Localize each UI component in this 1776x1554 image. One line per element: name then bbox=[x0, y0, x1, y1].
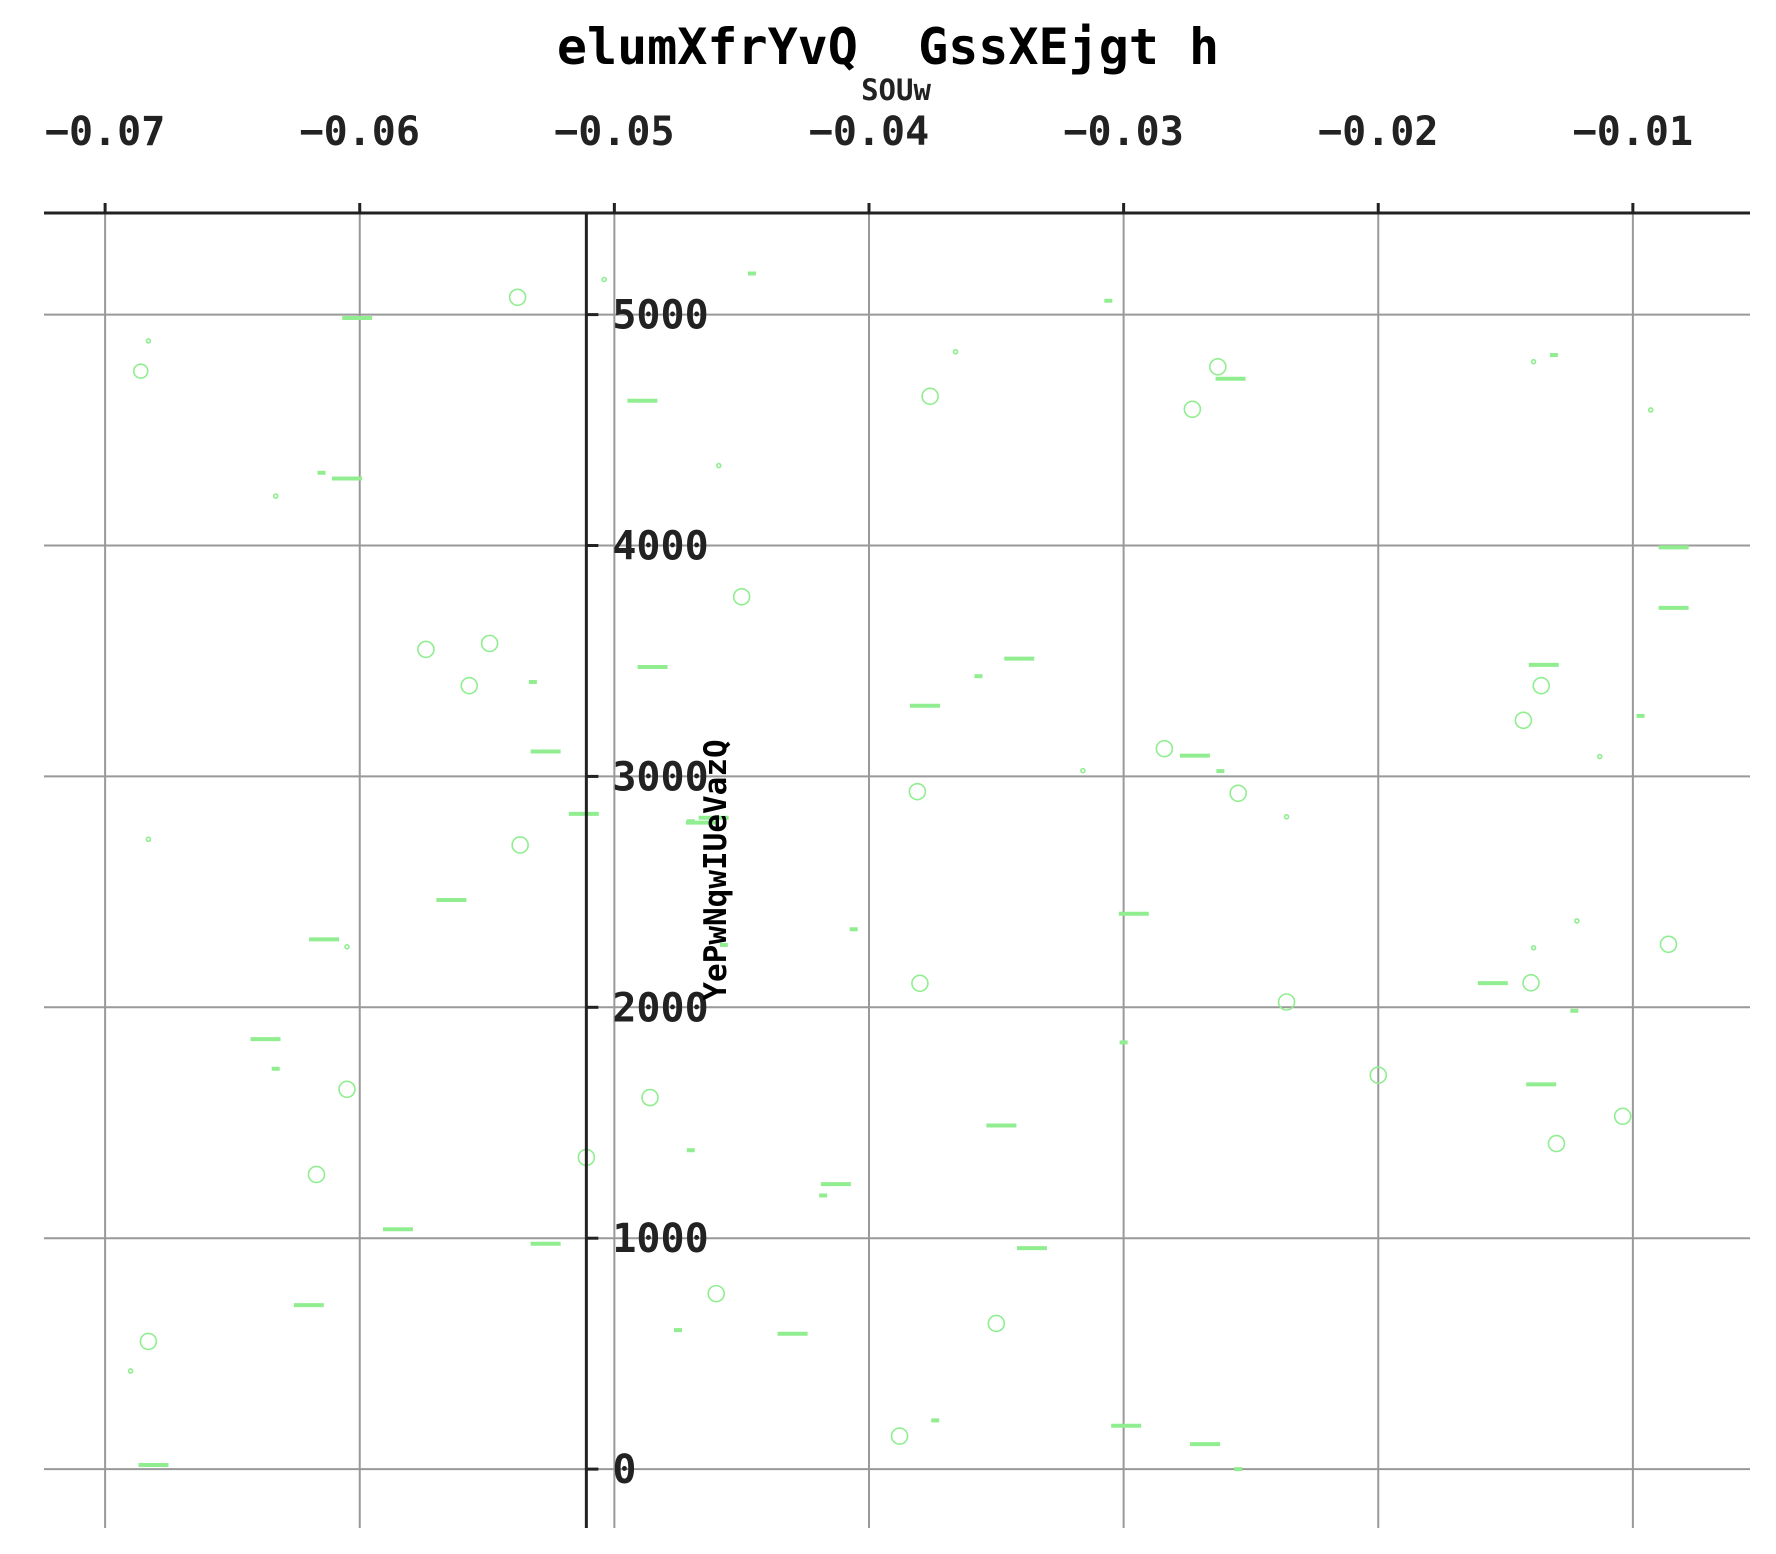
circle-point bbox=[1596, 753, 1603, 760]
circle-point bbox=[921, 387, 939, 406]
circle-point bbox=[707, 1284, 726, 1303]
circle-point bbox=[1283, 814, 1290, 820]
circle-point bbox=[601, 276, 607, 283]
data-points bbox=[127, 271, 1689, 1472]
circle-point bbox=[480, 634, 499, 653]
y-axis-label: YePwNqwIUeVazQ bbox=[698, 739, 734, 1000]
circle-point bbox=[1574, 918, 1580, 924]
circle-point bbox=[1530, 944, 1537, 951]
circle-point bbox=[1514, 711, 1533, 730]
x-axis-label: SOUw bbox=[861, 73, 931, 107]
circle-point bbox=[139, 1332, 158, 1351]
circle-point bbox=[952, 348, 959, 355]
x-tick-label: −0.01 bbox=[1573, 109, 1693, 155]
circle-point bbox=[1522, 974, 1540, 992]
circle-point bbox=[890, 1427, 909, 1445]
circle-point bbox=[1613, 1107, 1632, 1126]
circle-point bbox=[1369, 1066, 1388, 1084]
grid-lines bbox=[44, 213, 1750, 1528]
circle-point bbox=[145, 836, 152, 843]
y-tick-label: 5000 bbox=[612, 293, 708, 339]
circle-point bbox=[908, 782, 927, 801]
circle-point bbox=[715, 462, 722, 469]
circle-point bbox=[1530, 358, 1537, 365]
y-tick-label: 2000 bbox=[612, 985, 708, 1031]
x-tick-label: −0.05 bbox=[554, 109, 674, 155]
x-tick-label: −0.02 bbox=[1318, 109, 1438, 155]
circle-point bbox=[272, 493, 279, 499]
circle-point bbox=[132, 363, 149, 379]
circle-point bbox=[460, 676, 479, 695]
circle-point bbox=[508, 288, 527, 307]
circle-point bbox=[1209, 357, 1227, 376]
axes: −0.07 −0.06 −0.05 −0.04 −0.03 −0.02 −0.01 0 1000… bbox=[44, 109, 1750, 1528]
circle-point bbox=[987, 1314, 1006, 1333]
circle-point bbox=[1155, 739, 1174, 758]
circle-point bbox=[1547, 1134, 1566, 1153]
circle-point bbox=[911, 974, 929, 993]
circle-point bbox=[1659, 935, 1678, 954]
circle-point bbox=[732, 587, 751, 606]
circle-point bbox=[1080, 767, 1086, 774]
circle-point bbox=[641, 1088, 659, 1107]
circle-point bbox=[127, 1368, 134, 1374]
circle-point bbox=[1229, 784, 1247, 803]
chart-title: elumXfrYvQ GssXEjgt h bbox=[557, 18, 1219, 76]
circle-point bbox=[1277, 993, 1296, 1011]
y-tick-label: 3000 bbox=[612, 754, 708, 800]
y-tick-label: 1000 bbox=[612, 1216, 708, 1262]
circle-point bbox=[338, 1080, 356, 1099]
y-tick-label: 4000 bbox=[612, 524, 708, 570]
x-tick-label: −0.03 bbox=[1063, 109, 1183, 155]
circle-point bbox=[511, 836, 529, 854]
y-tick-label: 0 bbox=[612, 1447, 636, 1493]
circle-point bbox=[417, 640, 435, 659]
x-tick-label: −0.04 bbox=[809, 109, 929, 155]
circle-point bbox=[307, 1165, 326, 1184]
circle-point bbox=[1532, 676, 1551, 695]
x-tick-label: −0.07 bbox=[45, 109, 165, 155]
x-tick-label: −0.06 bbox=[300, 109, 420, 155]
circle-point bbox=[1183, 400, 1202, 419]
circle-point bbox=[145, 338, 152, 344]
circle-point bbox=[1647, 407, 1654, 413]
circle-point bbox=[344, 944, 350, 950]
